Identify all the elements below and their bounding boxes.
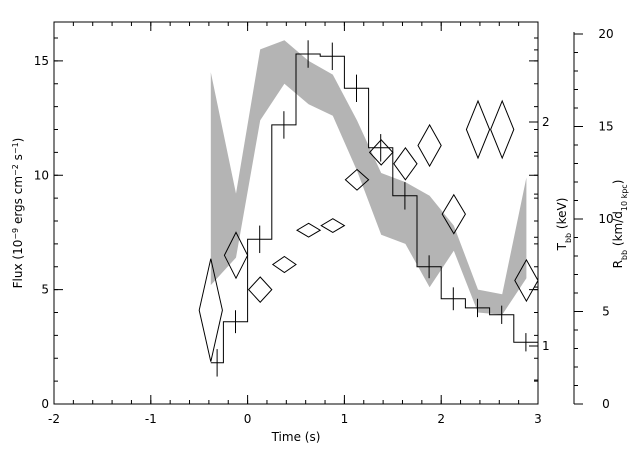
r-tick-label: 5 xyxy=(602,305,610,319)
radius-diamond xyxy=(441,193,466,235)
radius-diamond xyxy=(198,258,223,362)
t-tick-label: 1 xyxy=(542,339,550,353)
x-tick-label: 2 xyxy=(437,412,445,426)
band-layer xyxy=(210,40,527,315)
y-tick-label: 0 xyxy=(41,397,49,411)
t-axis-title: Tbb (keV) xyxy=(555,198,573,252)
temperature-band xyxy=(210,40,527,315)
x-tick-label: 1 xyxy=(341,412,349,426)
radius-diamond xyxy=(393,146,418,181)
radius-diamond xyxy=(417,123,442,168)
r-tick-label: 15 xyxy=(598,120,613,134)
r-tick-label: 10 xyxy=(598,212,613,226)
r-tick-label: 20 xyxy=(598,27,613,41)
radius-diamond xyxy=(223,231,249,280)
x-axis-title: Time (s) xyxy=(271,430,321,444)
radius-diamond xyxy=(490,99,515,160)
x-tick-label: 0 xyxy=(244,412,252,426)
radius-diamond xyxy=(465,99,491,160)
radius-diamond xyxy=(296,222,322,238)
y-axis-title: Flux (10−9 ergs cm−2 s−1) xyxy=(11,138,26,289)
y-tick-label: 5 xyxy=(41,283,49,297)
radius-diamond xyxy=(271,255,297,274)
labels-layer: Time (s) Flux (10−9 ergs cm−2 s−1) Tbb (… xyxy=(11,138,629,444)
r-axis-title: Rbb (km/d10 kpc) xyxy=(611,180,629,269)
t-tick-label: 2 xyxy=(542,115,550,129)
x-tick-label: -1 xyxy=(145,412,157,426)
radius-diamond xyxy=(368,139,394,166)
plot-frame xyxy=(53,21,539,405)
radius-diamond xyxy=(514,258,539,303)
y-tick-label: 10 xyxy=(34,168,49,182)
x-tick-label: -2 xyxy=(48,412,60,426)
r-tick-label: 0 xyxy=(602,397,610,411)
histogram-layer xyxy=(210,40,538,377)
diamond-layer xyxy=(198,99,539,362)
y-tick-label: 15 xyxy=(34,54,49,68)
x-tick-label: 3 xyxy=(534,412,542,426)
radius-diamond xyxy=(247,276,273,303)
radius-diamond xyxy=(344,168,370,191)
radius-diamond xyxy=(320,218,346,233)
